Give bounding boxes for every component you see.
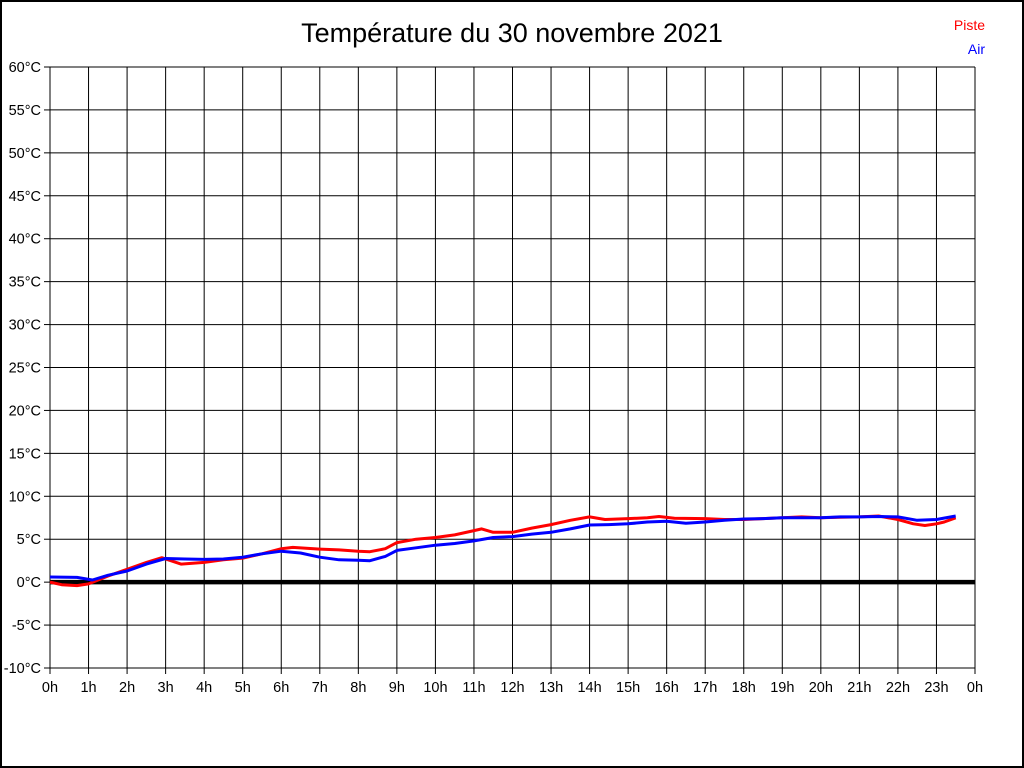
x-tick-label: 18h [732, 680, 756, 696]
y-tick-label: 30°C [9, 318, 41, 334]
x-tick-label: 19h [770, 680, 794, 696]
y-tick-label: 25°C [9, 361, 41, 377]
y-tick-label: 50°C [9, 146, 41, 162]
legend-item-air: Air [967, 41, 985, 57]
chart-legend: Piste Air [954, 13, 985, 61]
x-tick-label: 9h [389, 680, 405, 696]
y-tick-label: 10°C [9, 489, 41, 505]
y-tick-label: -5°C [12, 618, 41, 634]
x-tick-label: 23h [924, 680, 948, 696]
y-tick-label: -10°C [4, 661, 41, 677]
x-tick-label: 17h [693, 680, 717, 696]
y-tick-label: 15°C [9, 446, 41, 462]
x-tick-label: 20h [809, 680, 833, 696]
y-tick-label: 35°C [9, 275, 41, 291]
x-tick-label: 0h [42, 680, 58, 696]
x-tick-label: 6h [273, 680, 289, 696]
y-tick-label: 5°C [17, 532, 41, 548]
series-line-piste [49, 514, 957, 588]
y-tick-label: 60°C [9, 60, 41, 76]
x-tick-label: 3h [158, 680, 174, 696]
x-tick-label: 10h [423, 680, 447, 696]
x-tick-label: 21h [847, 680, 871, 696]
y-tick-label: 20°C [9, 403, 41, 419]
x-tick-label: 8h [350, 680, 366, 696]
legend-item-piste: Piste [953, 17, 985, 33]
x-tick-label: 7h [312, 680, 328, 696]
y-tick-label: 40°C [9, 232, 41, 248]
x-tick-label: 14h [577, 680, 601, 696]
x-tick-label: 11h [462, 680, 485, 696]
chart-title: Température du 30 novembre 2021 [301, 18, 723, 48]
y-tick-label: 0°C [17, 575, 41, 591]
x-tick-label: 12h [500, 680, 524, 696]
x-tick-label: 15h [616, 680, 640, 696]
x-tick-label: 22h [886, 680, 910, 696]
x-tick-label: 5h [235, 680, 251, 696]
series-line-air [49, 514, 956, 582]
y-tick-label: 55°C [9, 103, 41, 119]
x-tick-label: 16h [655, 680, 679, 696]
x-tick-label: 13h [539, 680, 563, 696]
y-tick-label: 45°C [9, 189, 41, 205]
x-tick-label: 4h [196, 680, 212, 696]
x-tick-label: 1h [80, 680, 96, 696]
x-tick-label: 0h [967, 680, 983, 696]
x-tick-label: 2h [119, 680, 135, 696]
